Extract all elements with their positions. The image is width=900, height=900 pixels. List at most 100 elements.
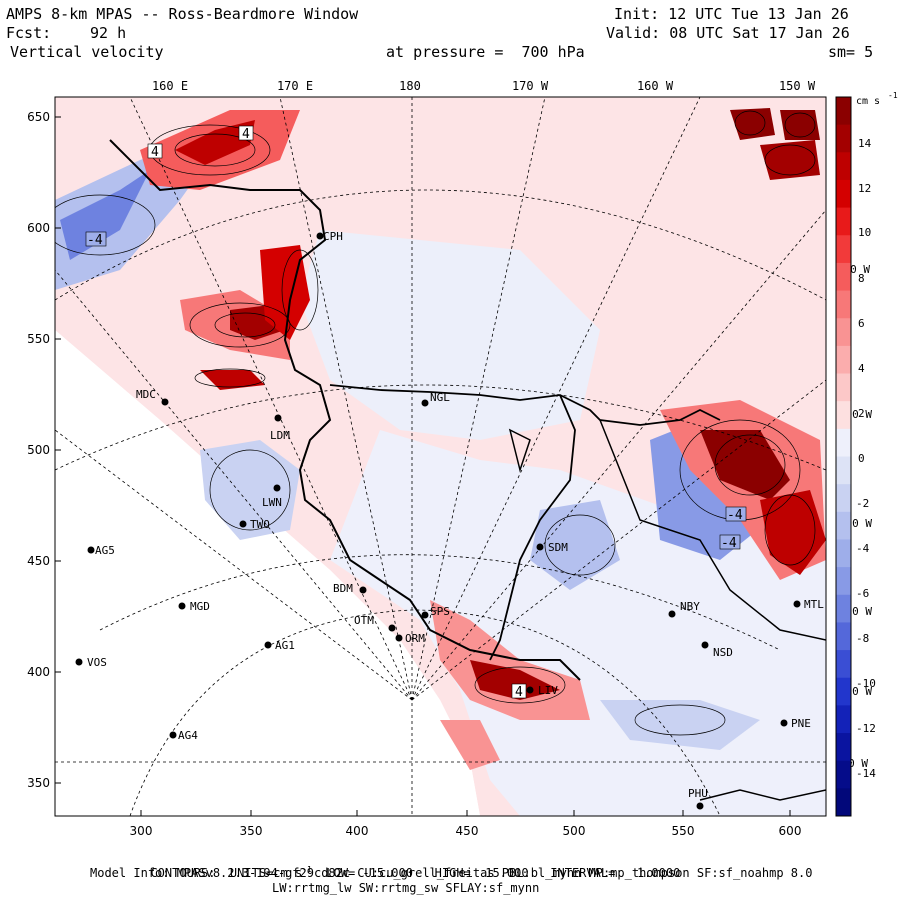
station-label: SPS (430, 605, 450, 618)
x-tick-label: 350 (240, 824, 263, 838)
colorbar-frame (835, 96, 852, 817)
station-dot (178, 602, 186, 610)
colorbar-swatch (836, 484, 851, 513)
lon-label: 180 (399, 79, 421, 93)
colorbar-swatch (836, 179, 851, 209)
y-tick-label: 450 (27, 554, 50, 568)
colorbar-swatch (836, 511, 851, 540)
station-dot (701, 641, 709, 649)
forecast-label: Fcst: (6, 24, 52, 42)
colorbar-swatch (836, 539, 851, 568)
colorbar-tick-label: 2 (858, 407, 865, 420)
contours-high: HIGH= 15.000 (434, 866, 529, 880)
station-label: NBY (680, 600, 700, 613)
contours-low: LOW= -15.000 (326, 866, 413, 880)
colorbar-tick-label: 0 (858, 452, 865, 465)
colorbar-tick-label: 10 (858, 226, 871, 239)
station-label: MDC (136, 388, 156, 401)
siple-coast (489, 394, 576, 661)
y-tick-label: 650 (27, 110, 50, 124)
colorbar-tick-label: -2 (856, 497, 869, 510)
station-dot (421, 399, 429, 407)
forecast-hour: 92 h (90, 24, 127, 42)
transantarctic-coastline (109, 139, 581, 681)
y-tick-label: 550 (27, 332, 50, 346)
station-layer: CPH MDC NGL LDM LWN TWO AG5 SDM BDM MGD … (75, 230, 824, 810)
station-label: NSD (713, 646, 733, 659)
south-coast (699, 789, 826, 801)
strong-positive-liv (470, 660, 560, 700)
ross-shelf-field (300, 230, 600, 440)
longitude-top-labels: 160 E 170 E 180 170 W 160 W 150 W (152, 79, 816, 93)
station-label: LDM (270, 429, 290, 442)
contours-info: CONTOURS: UNITS=cm s-1 LOW= -15.000 HIGH… (136, 851, 680, 880)
contours-units-exponent: -1 (302, 865, 312, 874)
pressure-level: at pressure = 700 hPa (386, 43, 585, 61)
strong-negative-nw (60, 170, 150, 260)
strong-positive-east2 (760, 490, 826, 575)
axis-tick-marks (55, 116, 791, 816)
negative-patch-sdm (530, 500, 620, 590)
colorbar-swatch (836, 650, 851, 679)
colorbar-tick-label: -12 (856, 722, 876, 735)
colorbar-swatch (836, 235, 851, 264)
station-dot (793, 600, 801, 608)
y-tick-label: 350 (27, 776, 50, 790)
station-label: LIV (538, 684, 558, 697)
colorbar-swatch (836, 124, 851, 153)
colorbar-units-label: cm s (856, 96, 880, 107)
colorbar-units-exponent: -1 (888, 91, 898, 100)
station-dot (421, 611, 429, 619)
valid-time: Valid: 08 UTC Sat 17 Jan 26 (606, 24, 850, 42)
station-dot (87, 546, 95, 554)
y-tick-label: 600 (27, 221, 50, 235)
station-dot (316, 232, 324, 240)
station-label: NGL (430, 391, 450, 404)
x-tick-label: 550 (672, 824, 695, 838)
colorbar (835, 96, 852, 817)
negative-patch-south (600, 700, 760, 750)
contour-label: 4 (151, 145, 159, 160)
variable-name: Vertical velocity (10, 43, 164, 61)
lon-label: 170 E (277, 79, 313, 93)
colorbar-ticks: 14 12 10 8 6 4 2 0 -2 -4 -6 -8 -10 -12 -… (856, 137, 876, 780)
station-dot (536, 543, 544, 551)
colorbar-swatch (836, 373, 851, 402)
roosevelt-island (508, 428, 531, 473)
positive-streak-mdc (200, 370, 265, 390)
colorbar-swatch (836, 677, 851, 706)
colorbar-tick-label: -10 (856, 677, 876, 690)
model-info-line2: LW:rrtmg_lw SW:rrtmg_sw SFLAY:sf_mynn (272, 881, 540, 895)
positive-cell-ne1 (730, 108, 775, 140)
positive-cell-ne2 (780, 110, 820, 140)
station-label: MGD (190, 600, 210, 613)
strong-positive-north (175, 120, 255, 165)
x-tick-label: 600 (779, 824, 802, 838)
colorbar-swatch (836, 318, 851, 347)
colorbar-swatch (836, 760, 851, 789)
colorbar-units: cm s -1 (856, 91, 898, 107)
colorbar-swatch (836, 567, 851, 596)
colorbar-tick-label: -6 (856, 587, 869, 600)
station-label: AG1 (275, 639, 295, 652)
field-layer (55, 97, 826, 816)
x-axis-labels: 300 350 400 450 500 550 600 (130, 824, 802, 838)
colorbar-swatch (836, 207, 851, 236)
y-tick-label: 500 (27, 443, 50, 457)
contour-label: 4 (515, 685, 523, 700)
colorbar-tick-label: 14 (858, 137, 872, 150)
plot-title: AMPS 8-km MPAS -- Ross-Beardmore Window (6, 5, 359, 23)
x-tick-label: 450 (456, 824, 479, 838)
contours-units: CONTOURS: UNITS=cm s (150, 866, 303, 880)
plot-frame (54, 96, 827, 817)
station-dot (359, 586, 367, 594)
colorbar-swatch (836, 152, 851, 181)
colorbar-swatch (836, 456, 851, 485)
station-dot (264, 641, 272, 649)
colorbar-swatch (836, 401, 851, 430)
x-tick-label: 500 (563, 824, 586, 838)
station-dot (780, 719, 788, 727)
colorbar-swatch (836, 97, 851, 126)
station-label: PHU (688, 787, 708, 800)
smoothing-value: sm= 5 (828, 43, 874, 61)
